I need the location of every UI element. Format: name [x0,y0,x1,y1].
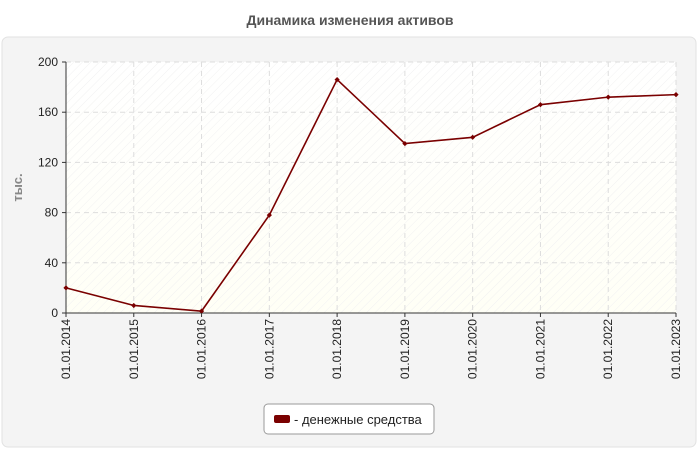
data-point [266,212,272,218]
x-tick-label: 01.01.2016 [195,319,209,379]
legend-box [263,403,435,435]
data-point [673,92,679,98]
data-point [131,302,137,309]
x-tick-label: 01.01.2014 [59,319,73,379]
data-point [334,76,340,83]
x-tick-label: 01.01.2019 [398,319,412,379]
y-tick-label: 0 [51,306,58,320]
y-axis-title: тыс. [10,173,25,201]
y-tick-label: 120 [38,155,58,169]
plot-area-hatch [66,62,676,313]
data-point [537,102,544,108]
y-tick-label: 200 [38,55,58,69]
y-tick-label: 80 [45,206,59,220]
data-point [198,308,205,314]
y-tick-label: 40 [45,256,59,270]
data-point [63,285,69,291]
legend-swatch [274,415,290,423]
x-tick-label: 01.01.2022 [601,319,615,379]
y-tick-label: 160 [38,105,58,119]
data-point [605,94,611,100]
x-tick-label: 01.01.2023 [669,319,683,379]
legend-label: - денежные средства [294,412,423,427]
data-point [470,134,476,140]
chart-title: Динамика изменения активов [246,12,454,28]
data-point [402,140,408,147]
x-tick-label: 01.01.2018 [330,319,344,379]
x-tick-label: 01.01.2017 [262,319,276,379]
x-tick-label: 01.01.2021 [533,319,547,379]
x-tick-label: 01.01.2015 [127,319,141,379]
x-tick-label: 01.01.2020 [466,319,480,379]
series-line [65,78,677,312]
